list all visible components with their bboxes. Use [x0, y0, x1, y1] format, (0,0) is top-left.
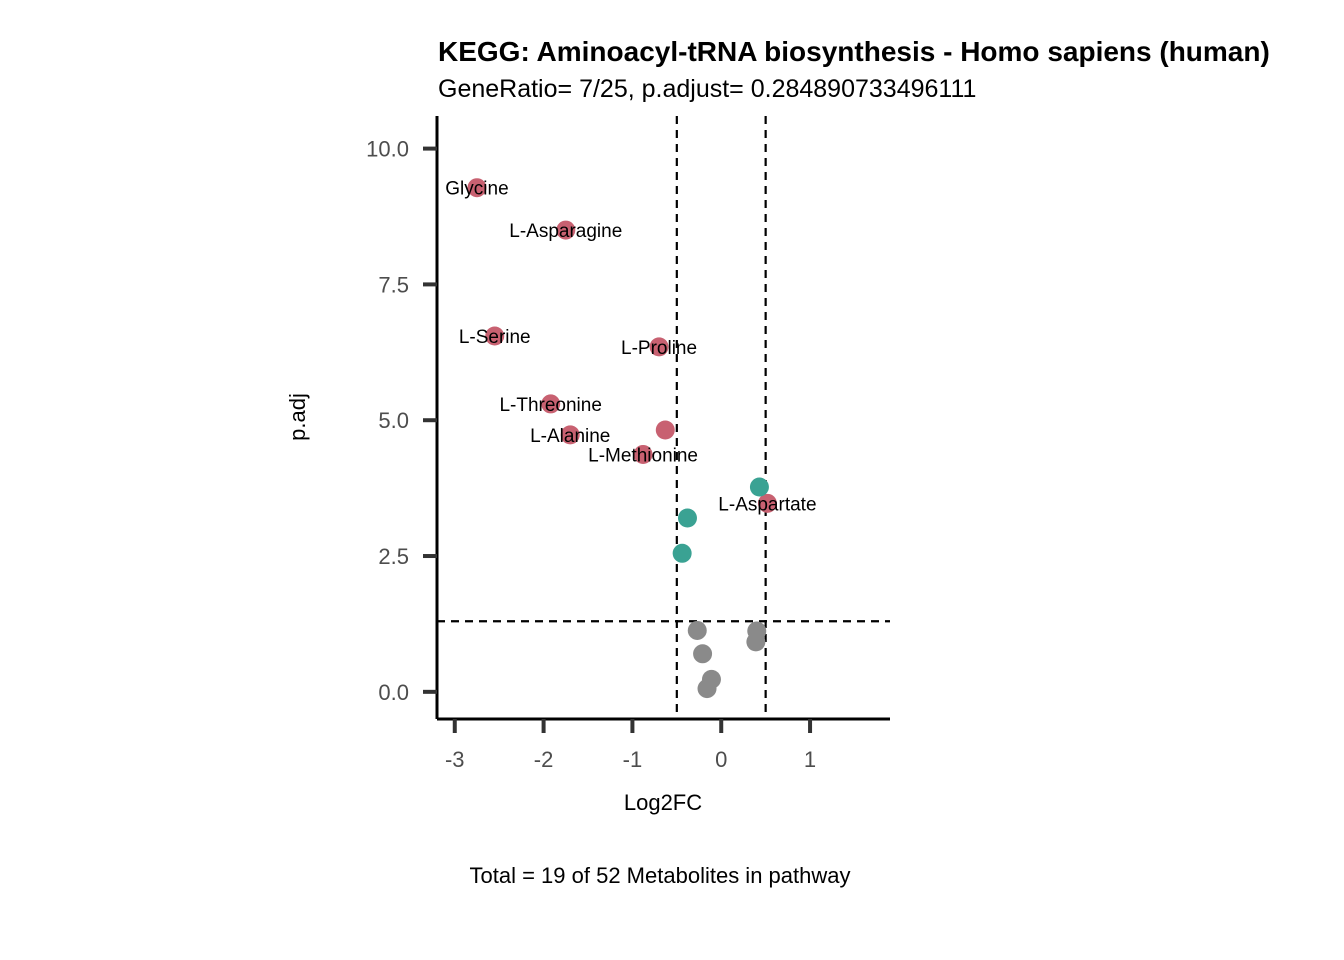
data-point: [757, 493, 777, 513]
data-point: [467, 178, 487, 198]
point-label: L-Aspartate: [718, 494, 816, 515]
point-label: L-Proline: [621, 338, 697, 359]
x-tick-label: -1: [623, 747, 643, 772]
y-tick-label: 5.0: [378, 408, 409, 433]
point-label: L-Alanine: [530, 426, 610, 447]
y-tick-label: 0.0: [378, 680, 409, 705]
x-tick-label: 1: [804, 747, 816, 772]
data-point: [556, 220, 576, 240]
point-label: L-Serine: [459, 327, 531, 348]
data-point: [693, 644, 713, 664]
y-axis-ticks: 0.0 2.5 5.0 7.5 10.0: [366, 137, 437, 705]
y-tick-label: 7.5: [378, 272, 409, 297]
point-label: Glycine: [445, 179, 508, 200]
data-point: [687, 620, 707, 640]
x-tick-label: -2: [534, 747, 554, 772]
data-point: [672, 543, 692, 563]
point-label: L-Threonine: [499, 395, 601, 416]
threshold-lines: [437, 116, 890, 719]
chart-subtitle: GeneRatio= 7/25, p.adjust= 0.28489073349…: [438, 75, 976, 103]
data-point: [749, 477, 769, 497]
data-point: [677, 508, 697, 528]
x-tick-label: 0: [715, 747, 727, 772]
chart-caption: Total = 19 of 52 Metabolites in pathway: [470, 863, 851, 888]
data-point: [655, 420, 675, 440]
data-point: [746, 632, 766, 652]
point-label: L-Asparagine: [509, 221, 622, 242]
data-point: [485, 326, 505, 346]
y-axis-title: p.adj: [285, 393, 310, 441]
point-label: L-Methionine: [588, 445, 698, 466]
x-axis-title: Log2FC: [624, 790, 702, 815]
data-points: [467, 178, 777, 699]
data-point: [633, 444, 653, 464]
y-tick-label: 10.0: [366, 137, 409, 162]
x-axis-ticks: -3 -2 -1 0 1: [445, 719, 816, 772]
x-tick-label: -3: [445, 747, 465, 772]
y-tick-label: 2.5: [378, 544, 409, 569]
data-point: [649, 337, 669, 357]
chart-title: KEGG: Aminoacyl-tRNA biosynthesis - Homo…: [438, 36, 1270, 67]
data-point: [541, 394, 561, 414]
data-point: [697, 679, 717, 699]
data-point: [560, 425, 580, 445]
